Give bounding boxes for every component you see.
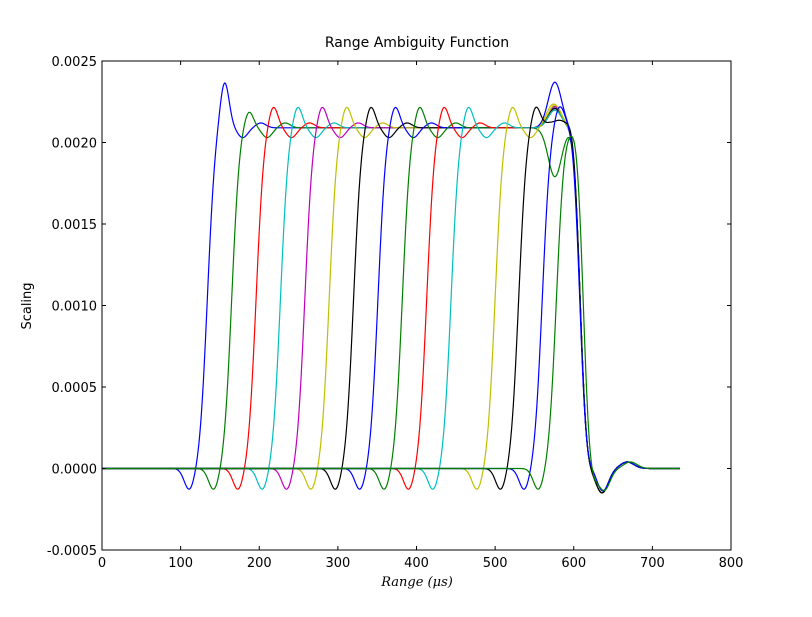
y-tick-label: 0.0015 (52, 218, 98, 233)
x-tick-label: 400 (404, 556, 429, 571)
x-tick-label: 200 (247, 556, 272, 571)
x-tick-label: 100 (168, 556, 193, 571)
y-tick-label: 0.0025 (52, 55, 98, 70)
x-tick-label: 700 (640, 556, 665, 571)
plot-background (102, 61, 731, 550)
x-axis-label: Range (μs) (380, 575, 453, 590)
y-tick-label: 0.0010 (52, 300, 98, 315)
x-axis: 0 100 200 300 400 500 600 700 800 (98, 61, 744, 571)
y-tick-label: 0.0020 (52, 137, 98, 152)
series-group (102, 81, 680, 494)
y-tick-label: 0.0000 (52, 463, 98, 478)
x-tick-label: 800 (719, 556, 744, 571)
x-tick-label: 300 (325, 556, 350, 571)
series-line-15 (102, 135, 680, 492)
y-tick-label: -0.0005 (47, 544, 97, 559)
x-tick-label: 500 (483, 556, 508, 571)
chart-title: Range Ambiguity Function (325, 35, 509, 51)
y-axis-label: Scaling (20, 282, 35, 329)
x-tick-label: 600 (561, 556, 586, 571)
y-tick-label: 0.0005 (52, 381, 98, 396)
x-tick-label: 0 (98, 556, 106, 571)
plot-area (101, 60, 732, 551)
y-axis: -0.0005 0.0000 0.0005 0.0010 0.0015 0.0020 0.0… (47, 55, 731, 559)
